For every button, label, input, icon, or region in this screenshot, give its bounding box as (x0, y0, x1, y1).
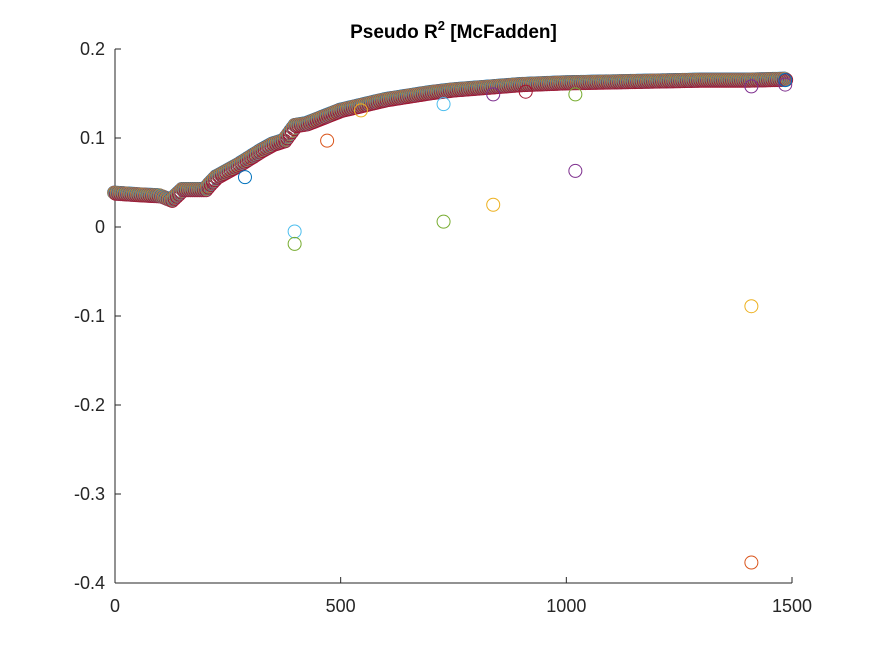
outlier-point (436, 97, 451, 112)
chart-title-suffix: [McFadden] (445, 22, 557, 43)
outlier-point (237, 170, 252, 185)
y-tick-label: -0.1 (74, 306, 105, 326)
outlier-point (287, 236, 302, 251)
outlier-point (518, 84, 533, 99)
outlier-point (353, 103, 368, 118)
outlier-point (568, 87, 583, 102)
x-tick-label: 1000 (546, 596, 586, 616)
outlier-point (778, 77, 793, 92)
outlier-point (436, 214, 451, 229)
y-tick-label: 0.2 (80, 39, 105, 59)
chart-title: Pseudo R2 [McFadden] (350, 18, 557, 43)
chart-title-superscript: 2 (438, 18, 445, 33)
y-tick-label: 0.1 (80, 128, 105, 148)
y-tick-label: -0.4 (74, 573, 105, 593)
y-tick-label: -0.2 (74, 395, 105, 415)
outlier-point (744, 555, 759, 570)
x-tick-label: 500 (326, 596, 356, 616)
outlier-point (778, 73, 793, 88)
outlier-point (744, 299, 759, 314)
data-markers (107, 71, 794, 570)
x-tick-label: 1500 (772, 596, 812, 616)
outlier-point (744, 79, 759, 94)
axes: 0 500 1000 1500 -0.4 -0.3 -0.2 -0.1 0 0.1 0.2 (74, 39, 812, 616)
y-tick-label: -0.3 (74, 484, 105, 504)
outlier-point (568, 163, 583, 178)
chart-title-main: Pseudo R (350, 22, 438, 43)
outlier-point (486, 197, 501, 212)
outlier-point (287, 224, 302, 239)
outlier-point (486, 87, 501, 102)
outlier-point (320, 133, 335, 148)
y-tick-label: 0 (95, 217, 105, 237)
x-tick-label: 0 (110, 596, 120, 616)
